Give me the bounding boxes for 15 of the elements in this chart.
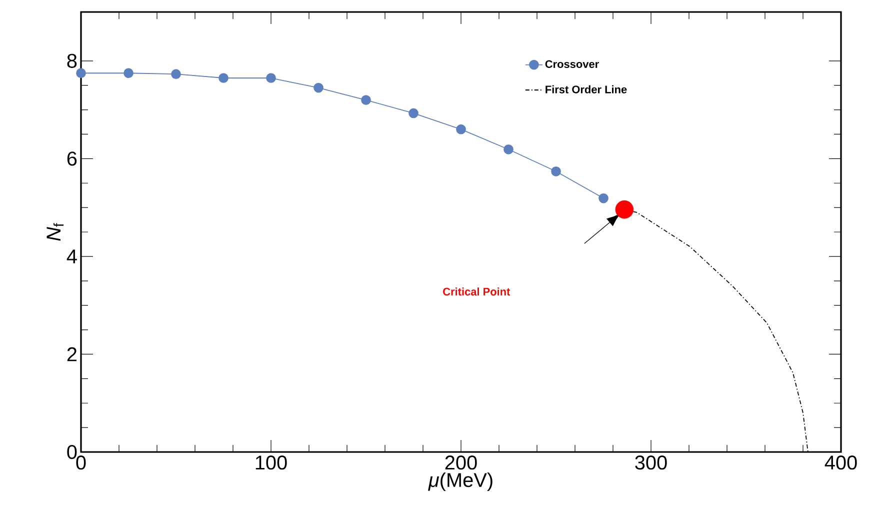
x-axis-title: μ(MeV) — [428, 472, 492, 492]
x-tick-label: 400 — [824, 456, 857, 470]
y-tick-label: 4 — [66, 250, 77, 264]
annotation: Critical Point — [443, 287, 510, 296]
legend-label: First Order Line — [546, 85, 627, 94]
x-tick-label: 100 — [256, 456, 287, 470]
x-tick-label: 0 — [76, 456, 86, 470]
y-tick-label: 8 — [67, 54, 77, 68]
y-tick-label: 2 — [67, 347, 76, 362]
y-tick-label: 0 — [67, 444, 77, 460]
y-tick-label: 6 — [67, 152, 77, 166]
y-axis-title: N$_{f}$ — [46, 223, 64, 241]
x-tick-label: 300 — [635, 456, 667, 470]
x-tick-label: 200 — [445, 456, 477, 470]
legend-label: Crossover — [545, 60, 599, 68]
